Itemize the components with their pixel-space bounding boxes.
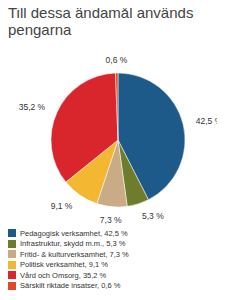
svg-text:7,3 %: 7,3 %: [100, 215, 122, 225]
svg-text:42,5 %: 42,5 %: [196, 116, 217, 126]
svg-text:9,1 %: 9,1 %: [51, 201, 73, 211]
svg-text:0,6 %: 0,6 %: [106, 55, 128, 65]
html-text:Pedagogisk verksamhet, 42,5 %: Pedagogisk verksamhet, 42,5 %: [20, 228, 128, 238]
svg-text:5,3 %: 5,3 %: [142, 211, 164, 221]
html-text:Vård och Omsorg, 35,2 %: Vård och Omsorg, 35,2 %: [20, 270, 107, 280]
html-text:Fritid- & kulturverksamhet, 7,: Fritid- & kulturverksamhet, 7,3 %: [20, 249, 129, 259]
html-text:Infrastruktur, skydd m.m., 5,3: Infrastruktur, skydd m.m., 5,3 %: [20, 239, 126, 249]
html-text:Politisk verksamhet, 9,1 %: Politisk verksamhet, 9,1 %: [20, 260, 108, 270]
html-text:Till dessa ändamål används pen: Till dessa ändamål används pengarna: [8, 4, 194, 38]
svg-text:35,2 %: 35,2 %: [19, 102, 46, 112]
html-text:Särskilt riktade insatser, 0,6: Särskilt riktade insatser, 0,6 %: [20, 281, 121, 291]
